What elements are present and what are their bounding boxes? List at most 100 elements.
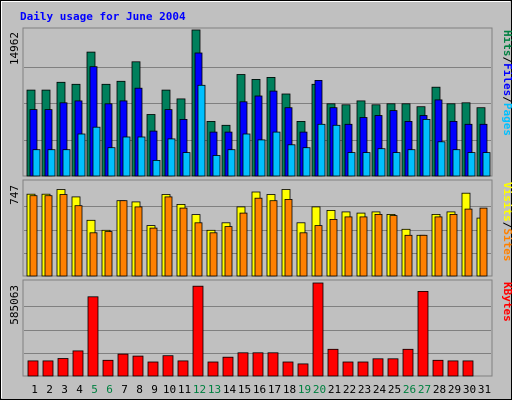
bar-pages-day-21 xyxy=(332,124,341,177)
bar-kbytes-day-22 xyxy=(342,361,354,377)
legend-item-kbytes: KBytes xyxy=(501,282,512,322)
x-tick-label-day-1: 1 xyxy=(31,383,38,396)
bar-pages-day-5 xyxy=(92,126,101,177)
x-tick-label-day-19: 19 xyxy=(298,383,311,396)
bar-kbytes-day-16 xyxy=(252,352,264,377)
x-tick-label-day-6: 6 xyxy=(106,383,113,396)
x-tick-label-day-27: 27 xyxy=(418,383,431,396)
x-tick-label-day-7: 7 xyxy=(121,383,128,396)
legend-item-hits: Hits xyxy=(501,30,512,57)
bar-sites-day-4 xyxy=(74,205,83,277)
x-tick-label-day-23: 23 xyxy=(358,383,371,396)
x-tick-label-day-21: 21 xyxy=(328,383,341,396)
bar-pages-day-6 xyxy=(107,147,116,177)
bar-sites-day-31 xyxy=(479,207,488,277)
x-tick-label-day-20: 20 xyxy=(313,383,326,396)
bar-sites-day-1 xyxy=(29,195,38,277)
bar-kbytes-day-15 xyxy=(237,352,249,377)
bar-pages-day-29 xyxy=(452,149,461,177)
bar-kbytes-day-30 xyxy=(462,360,474,377)
x-tick-label-day-5: 5 xyxy=(91,383,98,396)
bar-kbytes-day-20 xyxy=(312,282,324,377)
legend-item-visits: Visits xyxy=(501,182,512,222)
x-tick-label-day-14: 14 xyxy=(223,383,237,396)
bar-sites-day-26 xyxy=(404,234,413,277)
bar-sites-day-3 xyxy=(59,194,68,277)
x-tick-label-day-10: 10 xyxy=(163,383,176,396)
bar-pages-day-11 xyxy=(182,152,191,177)
bar-kbytes-day-9 xyxy=(147,361,159,377)
bar-pages-day-3 xyxy=(62,149,71,177)
x-tick-label-day-16: 16 xyxy=(253,383,266,396)
legend-item-sites: Sites xyxy=(501,228,512,261)
bar-pages-day-25 xyxy=(392,152,401,177)
bar-pages-day-19 xyxy=(302,147,311,177)
bar-kbytes-day-25 xyxy=(387,358,399,377)
bar-sites-day-14 xyxy=(224,226,233,277)
bar-kbytes-day-10 xyxy=(162,355,174,377)
x-tick-label-day-30: 30 xyxy=(463,383,476,396)
bar-sites-day-2 xyxy=(44,195,53,277)
bar-kbytes-day-12 xyxy=(192,285,204,377)
bar-pages-day-12 xyxy=(197,84,206,177)
bar-pages-day-27 xyxy=(422,119,431,177)
bar-kbytes-day-17 xyxy=(267,352,279,377)
x-tick-label-day-3: 3 xyxy=(61,383,68,396)
bar-pages-day-31 xyxy=(482,152,491,177)
x-tick-label-day-11: 11 xyxy=(178,383,191,396)
legend-kbytes: KBytes xyxy=(501,282,512,322)
bar-pages-day-15 xyxy=(242,133,251,177)
x-tick-label-day-26: 26 xyxy=(403,383,416,396)
bar-sites-day-6 xyxy=(104,231,113,277)
legend-item-files: Files xyxy=(501,63,512,96)
bar-pages-day-9 xyxy=(152,159,161,177)
bar-sites-day-25 xyxy=(389,215,398,277)
bar-kbytes-day-26 xyxy=(402,348,414,377)
x-tick-label-day-12: 12 xyxy=(193,383,206,396)
bar-pages-day-20 xyxy=(317,123,326,177)
chart-title: Daily usage for June 2004 xyxy=(20,10,186,23)
bar-kbytes-day-4 xyxy=(72,350,84,377)
x-tick-label-day-29: 29 xyxy=(448,383,461,396)
x-tick-label-day-28: 28 xyxy=(433,383,446,396)
bar-pages-day-1 xyxy=(32,149,41,177)
bar-kbytes-day-5 xyxy=(87,296,99,377)
legend-hits-files-pages: Hits/Files/Pages xyxy=(501,30,512,136)
bar-sites-day-24 xyxy=(374,213,383,277)
x-tick-label-day-17: 17 xyxy=(268,383,281,396)
x-tick-label-day-25: 25 xyxy=(388,383,401,396)
bar-pages-day-26 xyxy=(407,149,416,177)
bar-kbytes-day-1 xyxy=(27,360,39,377)
bar-sites-day-15 xyxy=(239,212,248,277)
bar-pages-day-24 xyxy=(377,148,386,177)
x-tick-label-day-2: 2 xyxy=(46,383,53,396)
bar-sites-day-21 xyxy=(329,218,338,277)
panel-kbytes: 585063 KBytes xyxy=(8,279,512,377)
bar-sites-day-5 xyxy=(89,232,98,277)
y-max-label: 747 xyxy=(8,185,21,205)
bar-kbytes-day-3 xyxy=(57,358,69,377)
bar-pages-day-22 xyxy=(347,152,356,177)
bar-sites-day-13 xyxy=(209,232,218,277)
bar-pages-day-18 xyxy=(287,144,296,177)
bar-sites-day-7 xyxy=(119,200,128,277)
bar-sites-day-30 xyxy=(464,208,473,277)
bar-kbytes-day-2 xyxy=(42,360,54,377)
bar-pages-day-4 xyxy=(77,133,86,177)
x-tick-label-day-15: 15 xyxy=(238,383,251,396)
x-tick-label-day-9: 9 xyxy=(151,383,158,396)
bar-sites-day-10 xyxy=(164,196,173,277)
bar-sites-day-18 xyxy=(284,198,293,277)
bar-sites-day-20 xyxy=(314,225,323,277)
bar-kbytes-day-8 xyxy=(132,355,144,377)
bar-kbytes-day-29 xyxy=(447,360,459,377)
bar-pages-day-2 xyxy=(47,149,56,177)
x-tick-label-day-8: 8 xyxy=(136,383,143,396)
x-tick-label-day-18: 18 xyxy=(283,383,296,396)
x-tick-label-day-24: 24 xyxy=(373,383,387,396)
x-tick-label-day-13: 13 xyxy=(208,383,221,396)
x-tick-label-day-31: 31 xyxy=(478,383,491,396)
bar-sites-day-11 xyxy=(179,207,188,277)
